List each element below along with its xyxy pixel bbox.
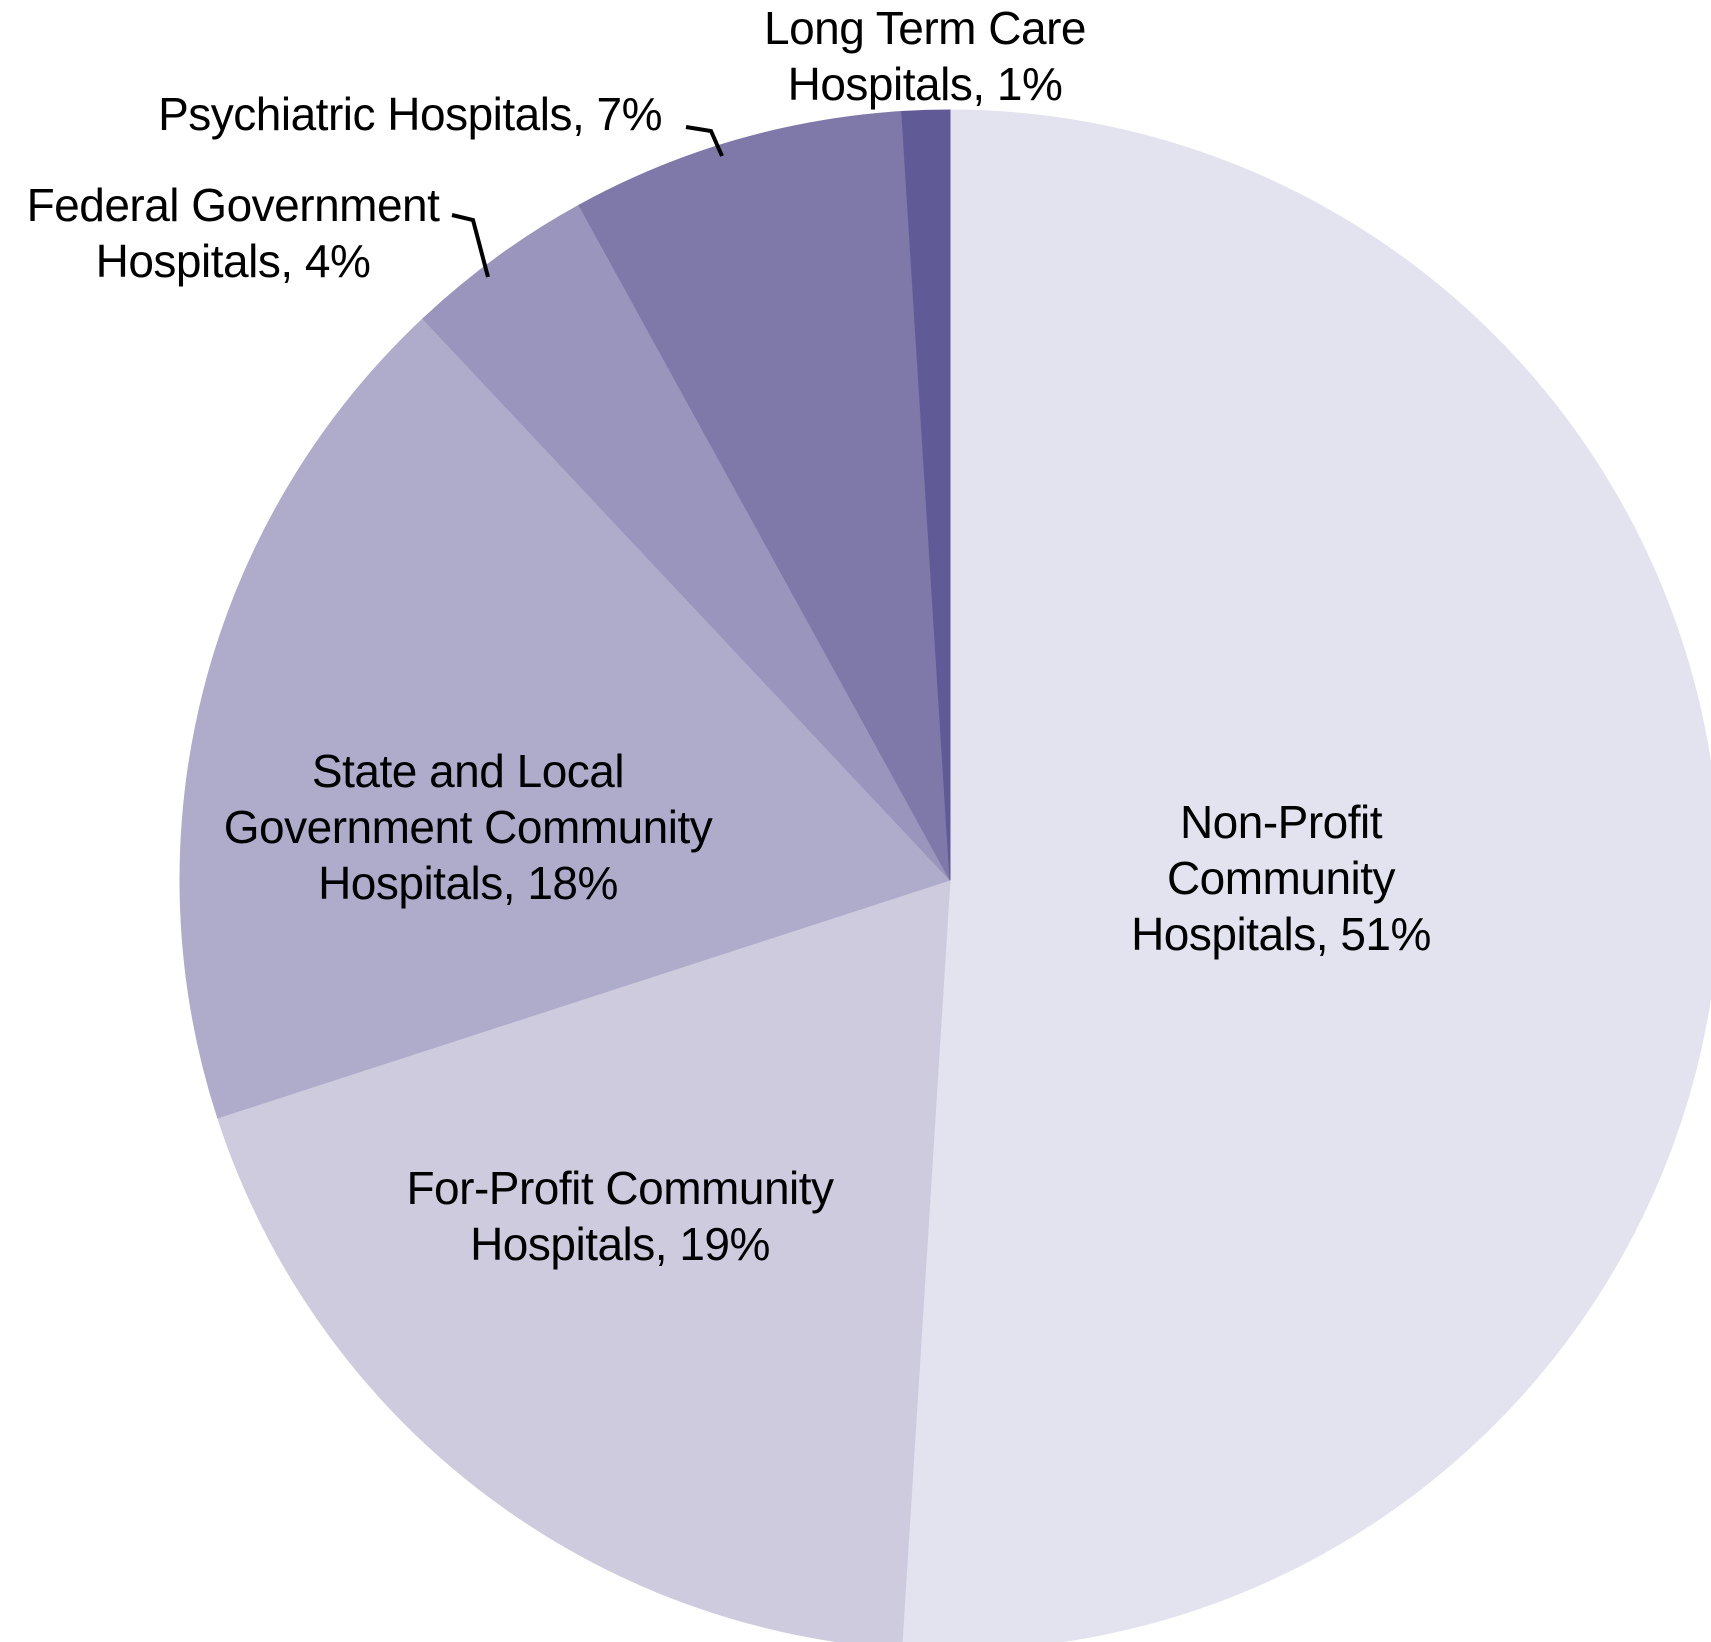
pie-slices xyxy=(179,109,1711,1642)
pie-slice-federal-government-hospitals xyxy=(422,204,951,881)
label-federal-government-hospitals: Federal Government Hospitals, 4% xyxy=(26,179,440,287)
pie-slice-for-profit-community-hospitals xyxy=(217,879,951,1642)
pie-slice-long-term-care-hospitals xyxy=(901,109,951,881)
pie-slice-state-and-local-government-community-hospitals xyxy=(179,317,951,1119)
label-state-and-local-government-community-hospitals: State and Local Government Community Hos… xyxy=(223,745,713,909)
label-psychiatric-hospitals: Psychiatric Hospitals, 7% xyxy=(158,88,662,140)
label-for-profit-community-hospitals: For-Profit Community Hospitals, 19% xyxy=(406,1162,834,1270)
psychiatric-leader-line xyxy=(685,125,724,157)
pie-slice-non-profit-community-hospitals xyxy=(901,109,1711,1642)
pie-slice-psychiatric-hospitals xyxy=(578,110,951,881)
federal-government-leader-line xyxy=(451,213,490,278)
label-long-term-care-hospitals: Long Term Care Hospitals, 1% xyxy=(764,2,1087,110)
label-non-profit-community-hospitals: Non-Profit Community Hospitals, 51% xyxy=(1131,796,1431,960)
